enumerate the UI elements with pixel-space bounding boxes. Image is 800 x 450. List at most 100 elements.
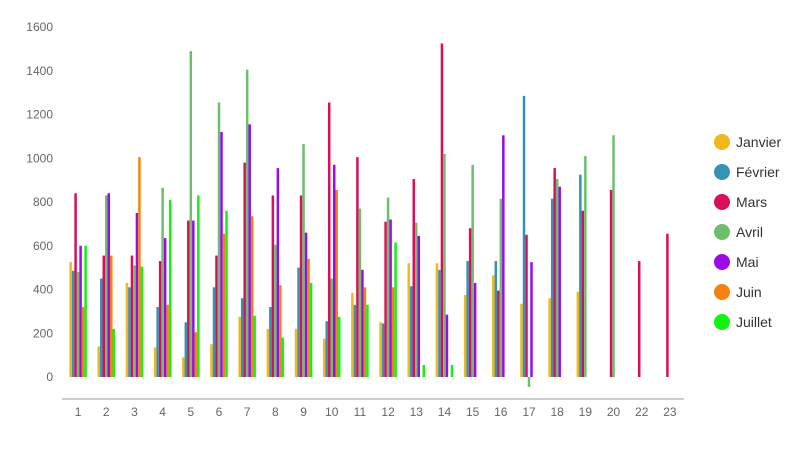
bar-janvier-16[interactable] [492,275,495,377]
bar-janvier-5[interactable] [182,357,185,377]
bar-juin-5[interactable] [194,332,198,377]
bar-juillet-3[interactable] [140,266,144,377]
bar-mai-11[interactable] [361,269,364,377]
bar-juin-6[interactable] [222,233,226,377]
bar-janvier-15[interactable] [463,294,467,377]
bar-avril-10[interactable] [330,278,333,377]
bar-février-17[interactable] [522,95,526,377]
bar-juin-3[interactable] [138,157,141,377]
bar-février-7[interactable] [240,298,244,377]
legend-item-mars[interactable]: Mars [714,187,781,217]
bar-mai-4[interactable] [163,238,167,377]
bar-avril-3[interactable] [133,265,136,377]
bar-juin-8[interactable] [279,285,282,378]
legend-item-janvier[interactable]: Janvier [714,127,781,157]
bar-janvier-19[interactable] [576,291,580,377]
bar-mai-17[interactable] [530,262,533,377]
bar-avril-9[interactable] [302,144,305,377]
bar-janvier-8[interactable] [266,328,270,378]
bar-juillet-4[interactable] [168,199,172,377]
bar-mars-18[interactable] [553,168,556,377]
bar-mars-16[interactable] [497,290,500,377]
bar-mai-8[interactable] [276,168,280,377]
bar-mai-18[interactable] [558,186,561,377]
bar-juin-9[interactable] [307,258,310,378]
bar-juillet-8[interactable] [281,337,285,378]
bar-mai-1[interactable] [79,245,82,377]
bar-juillet-10[interactable] [337,316,341,377]
bar-juillet-2[interactable] [112,328,116,378]
bar-juin-2[interactable] [110,255,113,377]
bar-avril-6[interactable] [217,102,221,377]
bar-janvier-13[interactable] [407,263,411,377]
bar-juin-12[interactable] [391,287,395,377]
bar-avril-1[interactable] [76,272,80,377]
bar-juin-4[interactable] [166,304,169,377]
bar-février-12[interactable] [381,323,385,377]
bar-juillet-14[interactable] [450,364,454,377]
bar-mars-22[interactable] [637,261,641,377]
bar-mars-15[interactable] [468,228,472,377]
bar-février-10[interactable] [325,321,328,377]
bar-avril-19[interactable] [584,156,587,377]
bar-avril-11[interactable] [358,208,362,377]
bar-février-1[interactable] [71,270,75,377]
bar-juillet-1[interactable] [84,245,87,377]
bar-mars-19[interactable] [581,210,585,377]
bar-février-15[interactable] [466,261,469,377]
bar-février-9[interactable] [297,267,300,378]
bar-mai-3[interactable] [135,212,139,377]
bar-juillet-12[interactable] [394,242,397,377]
bar-juin-11[interactable] [363,287,367,377]
bar-avril-15[interactable] [471,164,474,377]
bar-mars-13[interactable] [412,179,416,377]
bar-avril-5[interactable] [189,51,193,378]
bar-janvier-10[interactable] [322,338,326,377]
bar-février-11[interactable] [353,304,357,377]
bar-juillet-6[interactable] [225,210,228,377]
bar-mars-12[interactable] [384,221,387,377]
bar-janvier-17[interactable] [520,303,523,377]
bar-mars-4[interactable] [158,261,162,377]
bar-mai-15[interactable] [473,282,477,377]
bar-février-14[interactable] [438,269,441,377]
bar-janvier-7[interactable] [238,316,241,377]
bar-février-6[interactable] [212,287,216,377]
bar-janvier-1[interactable] [69,262,72,377]
bar-avril-20[interactable] [612,135,615,377]
bar-février-4[interactable] [156,307,159,377]
bar-avril-7[interactable] [245,69,249,377]
bar-mai-6[interactable] [220,132,223,377]
bar-mars-7[interactable] [243,162,246,378]
bar-avril-16[interactable] [499,198,503,377]
bar-janvier-3[interactable] [125,282,129,377]
bar-février-2[interactable] [100,278,103,377]
bar-juin-10[interactable] [335,189,338,377]
bar-mars-20[interactable] [609,189,613,377]
bar-mars-3[interactable] [130,255,134,377]
bar-mai-13[interactable] [417,235,421,377]
bar-juin-1[interactable] [81,307,85,377]
bar-juillet-13[interactable] [422,364,426,377]
bar-février-16[interactable] [494,261,498,377]
bar-avril-12[interactable] [386,197,390,378]
bar-juillet-7[interactable] [253,315,256,377]
bar-avril-17[interactable] [527,377,531,387]
bar-juillet-9[interactable] [309,282,313,377]
legend-item-juillet[interactable]: Juillet [714,307,781,337]
bar-avril-18[interactable] [555,179,559,377]
legend-item-février[interactable]: Février [714,157,781,187]
bar-mai-5[interactable] [192,220,195,377]
bar-mars-10[interactable] [327,102,331,377]
bar-mai-12[interactable] [389,219,392,378]
bar-mars-14[interactable] [440,43,444,377]
bar-mars-6[interactable] [215,255,218,377]
bar-février-8[interactable] [269,307,272,377]
bar-janvier-11[interactable] [351,292,354,377]
bar-février-3[interactable] [128,287,131,377]
bar-février-18[interactable] [550,198,554,377]
bar-mai-14[interactable] [445,314,449,377]
legend-item-mai[interactable]: Mai [714,247,781,277]
bar-avril-13[interactable] [415,222,418,377]
bar-janvier-2[interactable] [97,346,101,378]
